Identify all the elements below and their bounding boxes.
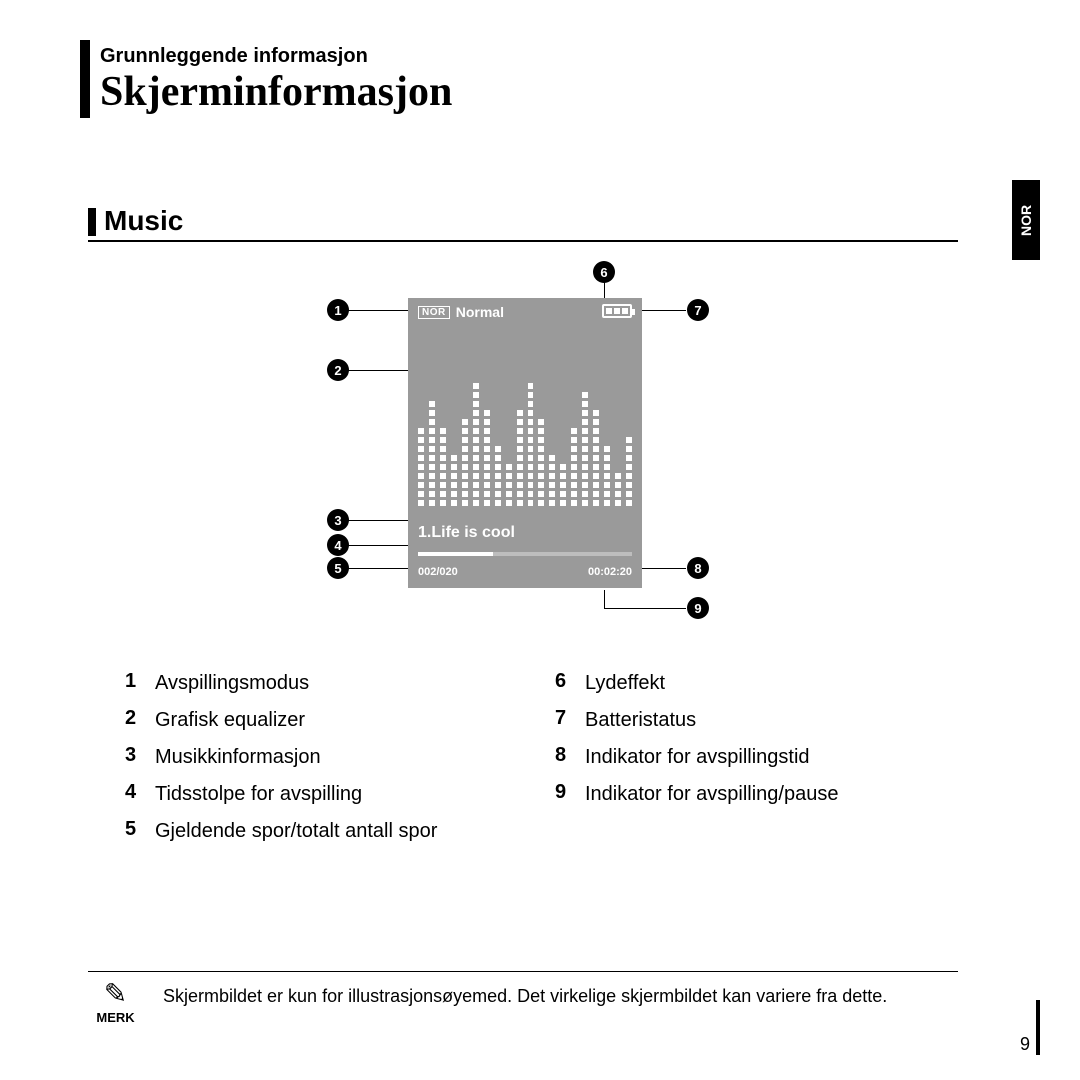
- legend-number: 6: [555, 670, 573, 693]
- callout-line: [348, 310, 408, 311]
- page-accent-bar: [1036, 1000, 1040, 1055]
- section-category: Grunnleggende informasjon: [100, 45, 368, 68]
- legend-text: Gjeldende spor/totalt antall spor: [155, 818, 437, 845]
- legend-row: 7 Batteristatus: [555, 707, 945, 734]
- legend-number: 2: [125, 707, 143, 730]
- callout-number: 2: [327, 359, 349, 381]
- legend-text: Musikkinformasjon: [155, 744, 321, 771]
- legend-number: 7: [555, 707, 573, 730]
- legend-number: 4: [125, 781, 143, 804]
- page-title: Skjerminformasjon: [100, 68, 452, 116]
- manual-page: Grunnleggende informasjon Skjerminformas…: [0, 0, 1080, 1080]
- device-screen: NOR Normal 1.Life is cool 002/020 00:02:…: [408, 298, 642, 588]
- equalizer: [418, 336, 632, 506]
- legend-number: 3: [125, 744, 143, 767]
- callout-line: [348, 545, 408, 546]
- legend-text: Batteristatus: [585, 707, 696, 734]
- language-tab: NOR: [1012, 180, 1040, 260]
- legend-text: Lydeffekt: [585, 670, 665, 697]
- callout-number: 9: [687, 597, 709, 619]
- legend-row: 1 Avspillingsmodus: [125, 670, 515, 697]
- note-icon-wrap: ✎ MERK: [88, 980, 143, 1025]
- callout-line: [348, 568, 408, 569]
- legend-number: 1: [125, 670, 143, 693]
- section-accent-bar: [88, 208, 96, 236]
- bottom-row: 002/020 00:02:20: [418, 566, 632, 578]
- legend-col-right: 6 Lydeffekt 7 Batteristatus 8 Indikator for a…: [555, 670, 945, 855]
- callout-number: 4: [327, 534, 349, 556]
- battery-icon: [602, 304, 632, 318]
- section-title: Music: [104, 205, 183, 237]
- track-title: 1.Life is cool: [418, 524, 515, 542]
- legend-row: 4 Tidsstolpe for avspilling: [125, 781, 515, 808]
- callout-number: 7: [687, 299, 709, 321]
- legend-text: Indikator for avspillingstid: [585, 744, 810, 771]
- legend-text: Indikator for avspilling/pause: [585, 781, 838, 808]
- status-bar: NOR Normal: [418, 304, 504, 320]
- note: ✎ MERK Skjermbildet er kun for illustras…: [88, 971, 958, 1025]
- legend-row: 2 Grafisk equalizer: [125, 707, 515, 734]
- legend-number: 8: [555, 744, 573, 767]
- legend-text: Tidsstolpe for avspilling: [155, 781, 362, 808]
- callout-number: 8: [687, 557, 709, 579]
- legend-row: 8 Indikator for avspillingstid: [555, 744, 945, 771]
- callout-line: [642, 310, 686, 311]
- callout-line: [642, 568, 686, 569]
- mode-text: Normal: [456, 304, 504, 320]
- legend-row: 3 Musikkinformasjon: [125, 744, 515, 771]
- progress-fill: [418, 552, 493, 556]
- legend-number: 9: [555, 781, 573, 804]
- legend-col-left: 1 Avspillingsmodus 2 Grafisk equalizer 3 Musi…: [125, 670, 515, 855]
- legend: 1 Avspillingsmodus 2 Grafisk equalizer 3 Musi…: [125, 670, 945, 855]
- mode-badge: NOR: [418, 306, 450, 319]
- legend-text: Grafisk equalizer: [155, 707, 305, 734]
- callout-line: [604, 608, 686, 609]
- legend-text: Avspillingsmodus: [155, 670, 309, 697]
- section-rule: [88, 240, 958, 242]
- pencil-icon: ✎: [88, 980, 143, 1008]
- note-label: MERK: [88, 1010, 143, 1025]
- device-diagram: 1 2 3 45 6 7 8 9 NOR Normal 1.Life is cool 002/…: [88, 260, 958, 640]
- callout-number: 6: [593, 261, 615, 283]
- legend-row: 9 Indikator for avspilling/pause: [555, 781, 945, 808]
- track-counter: 002/020: [418, 566, 458, 578]
- elapsed-time: 00:02:20: [588, 566, 632, 578]
- callout-line: [348, 520, 408, 521]
- note-text: Skjermbildet er kun for illustrasjonsøye…: [163, 980, 887, 1025]
- header-accent-bar: [80, 40, 90, 118]
- callout-number: 5: [327, 557, 349, 579]
- page-number: 9: [1020, 1034, 1030, 1055]
- legend-row: 6 Lydeffekt: [555, 670, 945, 697]
- callout-line: [348, 370, 408, 371]
- progress-bar: [418, 552, 632, 556]
- callout-number: 3: [327, 509, 349, 531]
- legend-number: 5: [125, 818, 143, 841]
- callout-number: 1: [327, 299, 349, 321]
- legend-row: 5 Gjeldende spor/totalt antall spor: [125, 818, 515, 845]
- callout-line: [604, 590, 605, 608]
